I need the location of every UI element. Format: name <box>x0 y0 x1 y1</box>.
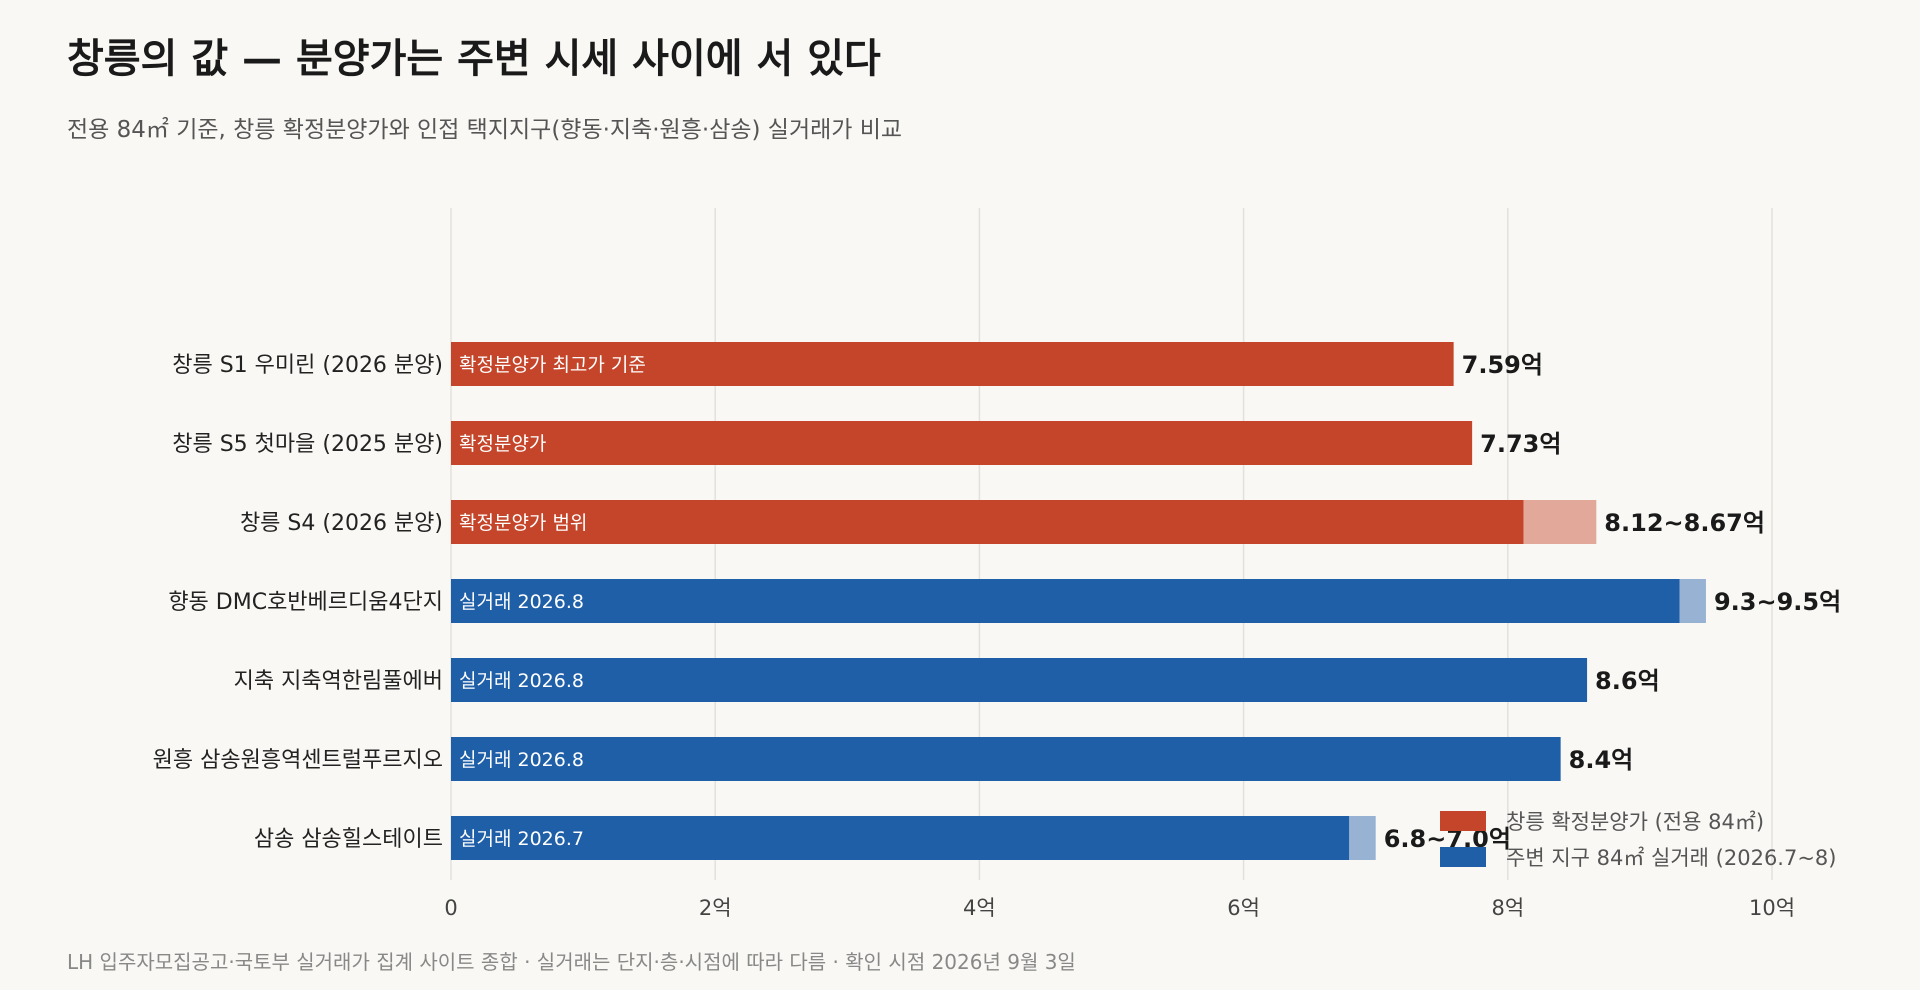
data-label: 8.6억 <box>1595 667 1660 695</box>
bar-inner-label: 실거래 2026.8 <box>459 591 584 613</box>
bar-range <box>1349 816 1376 860</box>
legend-swatch <box>1440 847 1486 867</box>
bar <box>451 500 1524 544</box>
bar-inner-label: 실거래 2026.7 <box>459 828 584 850</box>
data-label: 7.73억 <box>1480 430 1561 458</box>
x-tick-label: 8억 <box>1491 896 1524 920</box>
source-footer: LH 입주자모집공고·국토부 실거래가 집계 사이트 종합 · 실거래는 단지·… <box>67 950 1076 974</box>
bar-inner-label: 확정분양가 범위 <box>459 512 587 534</box>
bar-group: 원흥 삼송원흥역센트럴푸르지오 실거래 2026.8 8.4억 <box>153 737 1634 781</box>
bar-range <box>1523 500 1597 544</box>
x-axis: 0 2억 4억 6억 8억 10억 <box>444 896 1795 920</box>
legend: 창릉 확정분양가 (전용 84㎡) 주변 지구 84㎡ 실거래 (2026.7~8… <box>1440 810 1836 870</box>
data-label: 9.3~9.5억 <box>1714 588 1841 616</box>
legend-label: 주변 지구 84㎡ 실거래 (2026.7~8) <box>1506 846 1836 870</box>
category-label: 지축 지축역한림풀에버 <box>234 669 443 694</box>
x-tick-label: 4억 <box>963 896 996 920</box>
bar-group: 창릉 S1 우미린 (2026 분양) 확정분양가 최고가 기준 7.59억 <box>172 342 1543 386</box>
category-label: 향동 DMC호반베르디움4단지 <box>168 590 443 615</box>
bar <box>451 658 1588 702</box>
bar-group: 향동 DMC호반베르디움4단지 실거래 2026.8 9.3~9.5억 <box>168 579 1841 623</box>
bar <box>451 579 1680 623</box>
category-label: 창릉 S5 첫마을 (2025 분양) <box>172 432 443 457</box>
x-tick-label: 0 <box>444 896 457 920</box>
bar <box>451 342 1454 386</box>
bar <box>451 737 1561 781</box>
bar-group: 지축 지축역한림풀에버 실거래 2026.8 8.6억 <box>234 658 1660 702</box>
data-label: 8.4억 <box>1569 746 1634 774</box>
bar-inner-label: 실거래 2026.8 <box>459 749 584 771</box>
category-label: 원흥 삼송원흥역센트럴푸르지오 <box>153 748 443 773</box>
data-label: 7.59억 <box>1462 351 1543 379</box>
bar-inner-label: 실거래 2026.8 <box>459 670 584 692</box>
legend-item: 주변 지구 84㎡ 실거래 (2026.7~8) <box>1440 846 1836 870</box>
chart-title: 창릉의 값 — 분양가는 주변 시세 사이에 서 있다 <box>67 35 881 82</box>
bar-group: 창릉 S4 (2026 분양) 확정분양가 범위 8.12~8.67억 <box>240 500 1765 544</box>
category-label: 창릉 S4 (2026 분양) <box>240 511 443 536</box>
data-label: 8.12~8.67억 <box>1604 509 1765 537</box>
bar <box>451 816 1350 860</box>
x-tick-label: 10억 <box>1749 896 1795 920</box>
bar-range <box>1679 579 1706 623</box>
bar-group: 창릉 S5 첫마을 (2025 분양) 확정분양가 7.73억 <box>172 421 1561 465</box>
bar <box>451 421 1473 465</box>
legend-swatch <box>1440 811 1486 831</box>
x-tick-label: 2억 <box>699 896 732 920</box>
chart-subtitle: 전용 84㎡ 기준, 창릉 확정분양가와 인접 택지지구(향동·지축·원흥·삼송… <box>67 117 903 143</box>
legend-item: 창릉 확정분양가 (전용 84㎡) <box>1440 810 1764 834</box>
bar-group: 삼송 삼송힐스테이트 실거래 2026.7 6.8~7.0억 <box>254 816 1511 860</box>
legend-label: 창릉 확정분양가 (전용 84㎡) <box>1506 810 1764 834</box>
bar-inner-label: 확정분양가 <box>459 433 546 455</box>
x-tick-label: 6억 <box>1227 896 1260 920</box>
bar-inner-label: 확정분양가 최고가 기준 <box>459 354 646 376</box>
category-label: 삼송 삼송힐스테이트 <box>254 827 443 852</box>
category-label: 창릉 S1 우미린 (2026 분양) <box>172 353 443 378</box>
